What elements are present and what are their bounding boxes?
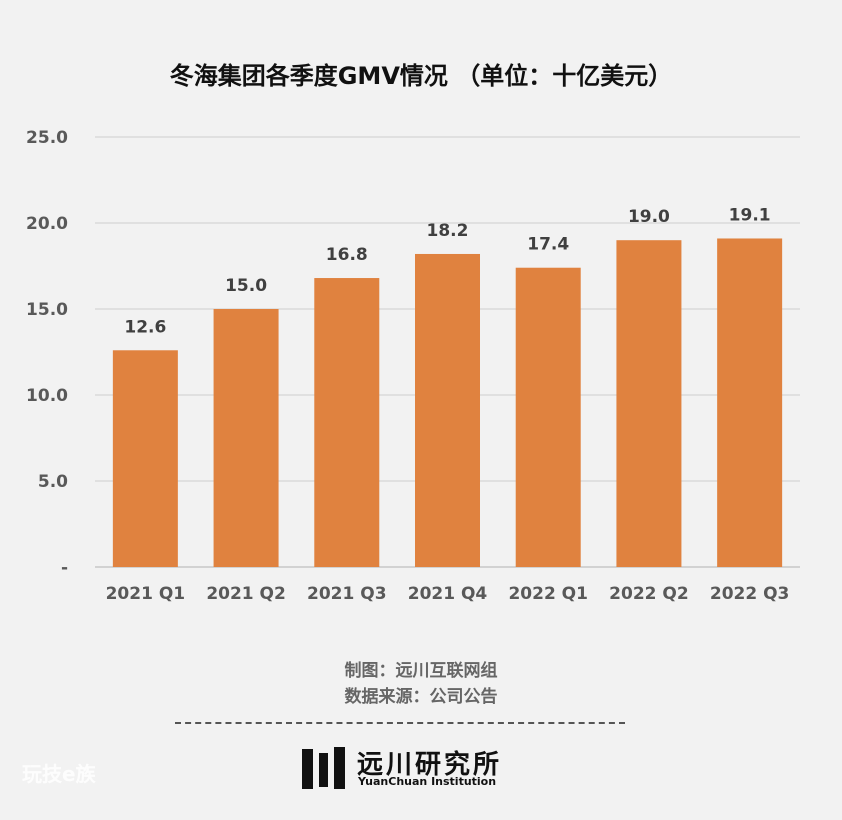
chart-title: 冬海集团各季度GMV情况 （单位：十亿美元） [169, 62, 673, 90]
bar [415, 253, 480, 567]
bar [314, 278, 380, 567]
data-label: 16.8 [326, 245, 368, 265]
x-tick-label: 2021 Q3 [307, 584, 387, 604]
divider [175, 722, 625, 724]
bar [515, 267, 581, 567]
bar [717, 238, 783, 568]
x-tick-label: 2021 Q2 [206, 584, 286, 604]
data-source-credit: 数据来源：公司公告 [344, 687, 498, 707]
y-tick-label: 15.0 [26, 300, 68, 320]
bars [112, 238, 783, 568]
yuanchuan-logo-icon [302, 747, 345, 789]
data-labels: 12.6 15.0 16.8 18.2 17.4 19.0 19.1 [124, 205, 770, 337]
watermark: 玩技e族 [22, 762, 96, 786]
bar-chart: - 5.0 10.0 15.0 20.0 25.0 12.6 15.0 16.8 18.2 17.… [26, 128, 800, 604]
x-tick-label: 2021 Q1 [106, 584, 186, 604]
y-axis-ticks: - 5.0 10.0 15.0 20.0 25.0 [26, 128, 68, 578]
data-label: 18.2 [427, 221, 469, 241]
x-axis-ticks: 2021 Q1 2021 Q2 2021 Q3 2021 Q4 2022 Q1 2022 … [106, 584, 790, 604]
data-label: 19.1 [729, 205, 771, 225]
data-label: 12.6 [124, 317, 166, 337]
y-tick-label: 10.0 [26, 386, 68, 406]
x-tick-label: 2022 Q1 [508, 584, 588, 604]
x-tick-label: 2022 Q2 [609, 584, 689, 604]
x-tick-label: 2021 Q4 [408, 584, 488, 604]
data-label: 17.4 [527, 235, 569, 255]
chart-maker-credit: 制图：远川互联网组 [344, 661, 498, 681]
bar [616, 240, 682, 567]
y-tick-label: 20.0 [26, 214, 68, 234]
bar [112, 350, 178, 567]
y-tick-label: - [61, 558, 68, 578]
data-label: 19.0 [628, 207, 670, 227]
data-label: 15.0 [225, 276, 267, 296]
y-tick-label: 5.0 [38, 472, 68, 492]
logo-text-cn: 远川研究所 [357, 750, 503, 780]
logo-text-en: YuanChuan Institution [358, 775, 497, 788]
y-tick-label: 25.0 [26, 128, 68, 148]
bar [213, 309, 279, 567]
x-tick-label: 2022 Q3 [710, 584, 790, 604]
